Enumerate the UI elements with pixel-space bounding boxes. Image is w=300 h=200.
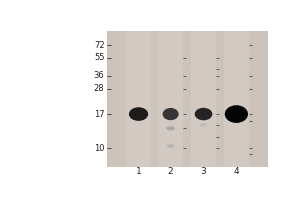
Bar xyxy=(224,31,249,167)
Text: 10: 10 xyxy=(94,144,104,153)
Ellipse shape xyxy=(225,105,248,123)
Text: 4: 4 xyxy=(234,167,239,176)
Text: 72: 72 xyxy=(94,41,104,50)
Bar xyxy=(107,31,268,167)
Ellipse shape xyxy=(166,126,175,131)
Ellipse shape xyxy=(195,108,212,120)
Text: 17: 17 xyxy=(94,110,104,119)
Bar xyxy=(191,31,216,167)
Text: 55: 55 xyxy=(94,53,104,62)
Text: 28: 28 xyxy=(94,84,104,93)
Ellipse shape xyxy=(163,108,178,120)
Ellipse shape xyxy=(200,123,207,127)
Text: 36: 36 xyxy=(94,71,104,80)
Text: 3: 3 xyxy=(201,167,206,176)
Text: 1: 1 xyxy=(136,167,141,176)
Text: 2: 2 xyxy=(168,167,173,176)
Bar xyxy=(126,31,151,167)
Bar xyxy=(158,31,183,167)
Ellipse shape xyxy=(129,107,148,121)
Ellipse shape xyxy=(167,144,175,148)
